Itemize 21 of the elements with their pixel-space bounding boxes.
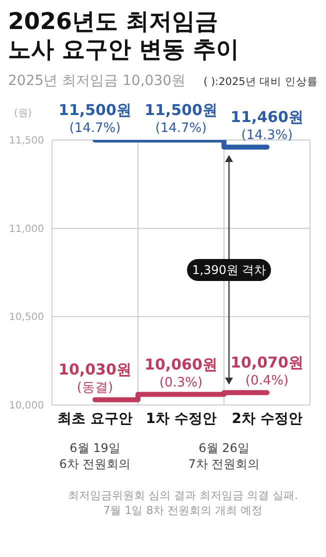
y-tick-label: 10,500 xyxy=(9,312,44,324)
text: 6월 19일 6차 전원회의 xyxy=(58,440,132,472)
data-label: 10,030원 (동결) xyxy=(58,360,132,396)
text: 최저임금위원회 심의 결과 최저임금 의결 실패. 7월 1일 8차 전원회의 개최 예정 xyxy=(67,488,299,518)
y-tick-label: 11,000 xyxy=(9,224,44,235)
y-axis-title: (원) xyxy=(14,107,32,120)
x-tick-label: 최초 요구안 xyxy=(58,410,132,427)
data-label: 11,500원 (14.7%) xyxy=(144,101,218,136)
x-tick-label: 2차 수정안 xyxy=(232,410,302,427)
text: ( ):2025년 대비 인상률 xyxy=(204,75,318,89)
chart-subtitle: 2025년 최저임금 10,030원 xyxy=(8,72,186,90)
y-tick-label: 11,500 xyxy=(9,136,44,147)
chart-title: 2026년도 최저임금 노사 요구안 변동 추이 xyxy=(8,8,240,64)
data-label: 10,060원 (0.3%) xyxy=(144,355,218,390)
data-label: 11,500원 (14.7%) xyxy=(58,101,132,136)
text: 6월 26일 7차 전원회의 xyxy=(187,440,261,472)
x-tick-label: 1차 수정안 xyxy=(146,410,216,427)
data-label: 11,460원 (14.3%) xyxy=(230,108,304,144)
data-label: 10,070원 (0.4%) xyxy=(230,354,304,389)
annotation: 1,390원 격차 xyxy=(187,258,272,281)
y-tick-label: 10,000 xyxy=(9,400,44,412)
